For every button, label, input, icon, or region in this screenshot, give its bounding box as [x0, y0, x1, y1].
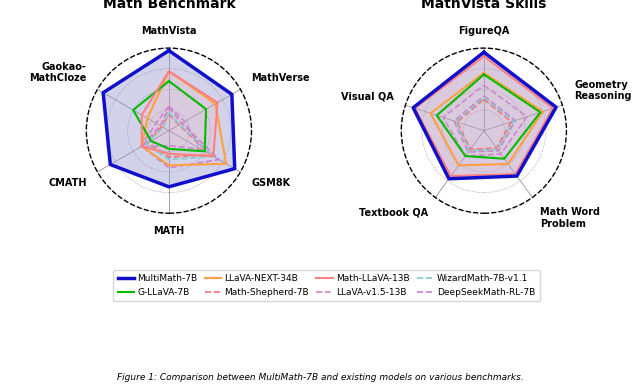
Polygon shape [141, 71, 218, 156]
Text: MathVerse: MathVerse [251, 73, 310, 83]
Text: Gaokao-
MathCloze: Gaokao- MathCloze [29, 61, 86, 83]
Text: Visual QA: Visual QA [341, 91, 394, 101]
Text: MathVista: MathVista [141, 26, 196, 36]
Legend: MultiMath-7B, G-LLaVA-7B, LLaVA-NEXT-34B, Math-Shepherd-7B, Math-LLaVA-13B, LLaV: MultiMath-7B, G-LLaVA-7B, LLaVA-NEXT-34B… [113, 270, 540, 301]
Text: CMATH: CMATH [48, 178, 86, 188]
Polygon shape [103, 51, 235, 187]
Polygon shape [413, 52, 556, 179]
Text: Textbook QA: Textbook QA [359, 207, 428, 217]
Title: MathVista Skills: MathVista Skills [421, 0, 547, 11]
Text: Math Word
Problem: Math Word Problem [540, 207, 600, 229]
Text: FigureQA: FigureQA [458, 26, 509, 36]
Text: Geometry
Reasoning: Geometry Reasoning [574, 80, 632, 101]
Text: GSM8K: GSM8K [251, 178, 291, 188]
Text: Figure 1: Comparison between MultiMath-7B and existing models on various benchma: Figure 1: Comparison between MultiMath-7… [116, 373, 524, 382]
Text: MATH: MATH [154, 226, 184, 236]
Polygon shape [415, 56, 553, 176]
Title: Math Benchmark: Math Benchmark [102, 0, 236, 11]
